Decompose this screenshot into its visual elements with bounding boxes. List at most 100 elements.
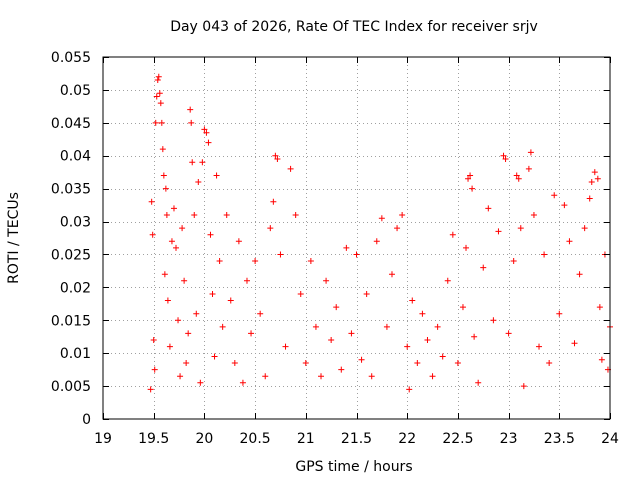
data-point	[333, 304, 340, 311]
data-point	[343, 244, 350, 251]
x-tick-label: 20	[195, 431, 213, 447]
data-point	[252, 258, 259, 265]
data-point	[586, 195, 593, 202]
data-point	[594, 175, 601, 182]
y-tick-labels: 0 0.005 0.01 0.015 0.02 0.025 0.03 0.035 0.04 0.0…	[51, 50, 91, 428]
data-point	[197, 379, 204, 386]
x-tick-label: 22	[398, 431, 416, 447]
x-tick-label: 21	[297, 431, 315, 447]
data-point	[505, 330, 512, 337]
data-point	[434, 323, 441, 330]
chart-title: Day 043 of 2026, Rate Of TEC Index for r…	[170, 19, 538, 35]
data-point	[262, 373, 269, 380]
data-point	[160, 172, 167, 179]
x-tick-label: 20.5	[240, 431, 271, 447]
data-point	[467, 172, 474, 179]
data-point	[156, 90, 163, 97]
y-tick-label: 0.04	[60, 149, 91, 165]
x-tick-label: 24	[601, 431, 619, 447]
data-point	[161, 271, 168, 278]
data-point	[235, 238, 242, 245]
data-point	[394, 225, 401, 232]
data-point	[267, 225, 274, 232]
y-axis-label: ROTI / TECUs	[6, 192, 22, 284]
data-point	[195, 179, 202, 186]
x-tick-label: 22.5	[442, 431, 473, 447]
grid-lines	[103, 57, 610, 419]
data-point	[328, 337, 335, 344]
data-point	[429, 373, 436, 380]
data-point	[168, 238, 175, 245]
data-point	[581, 225, 588, 232]
data-point	[404, 343, 411, 350]
data-point	[199, 159, 206, 166]
x-tick-label: 23	[500, 431, 518, 447]
data-point	[424, 337, 431, 344]
data-point	[207, 231, 214, 238]
data-point	[414, 360, 421, 367]
y-tick-label: 0.045	[51, 116, 91, 132]
data-point	[203, 129, 210, 136]
data-point	[439, 353, 446, 360]
data-point	[185, 330, 192, 337]
data-point	[588, 179, 595, 186]
data-point	[170, 205, 177, 212]
data-point	[157, 100, 164, 107]
data-point	[147, 386, 154, 393]
y-tick-label: 0.02	[60, 280, 91, 296]
data-point	[187, 106, 194, 113]
data-point	[556, 310, 563, 317]
data-point	[148, 198, 155, 205]
data-point	[459, 304, 466, 311]
data-point	[302, 360, 309, 367]
data-point	[348, 330, 355, 337]
data-point	[485, 205, 492, 212]
y-tick-label: 0.005	[51, 379, 91, 395]
data-point	[164, 297, 171, 304]
data-point	[248, 330, 255, 337]
x-tick-labels: 19 19.5 20 20.5 21 21.5 22 22.5 23 23.5 24	[94, 431, 619, 447]
data-point	[216, 258, 223, 265]
data-point	[363, 290, 370, 297]
data-point	[177, 373, 184, 380]
data-point	[502, 156, 509, 163]
data-point	[209, 290, 216, 297]
data-point	[353, 251, 360, 258]
data-point	[475, 379, 482, 386]
data-point	[454, 360, 461, 367]
data-point	[530, 211, 537, 218]
data-point	[175, 317, 182, 324]
data-point	[282, 343, 289, 350]
data-point	[471, 333, 478, 340]
data-point	[541, 251, 548, 258]
data-point	[239, 379, 246, 386]
data-point	[388, 271, 395, 278]
data-point	[520, 383, 527, 390]
data-point	[469, 185, 476, 192]
y-tick-label: 0.03	[60, 215, 91, 231]
data-point	[292, 211, 299, 218]
data-point	[576, 271, 583, 278]
data-point	[465, 175, 472, 182]
data-point	[566, 238, 573, 245]
data-point	[598, 356, 605, 363]
data-point	[163, 211, 170, 218]
y-tick-label: 0.055	[51, 50, 91, 66]
data-point	[536, 343, 543, 350]
data-point	[399, 211, 406, 218]
data-point	[419, 310, 426, 317]
data-point	[500, 152, 507, 159]
data-point	[338, 366, 345, 373]
data-point	[561, 202, 568, 209]
data-point	[213, 172, 220, 179]
data-point	[274, 156, 281, 163]
data-point	[162, 185, 169, 192]
data-point	[243, 277, 250, 284]
data-point	[159, 146, 166, 153]
data-point	[318, 373, 325, 380]
data-point	[205, 139, 212, 146]
data-point	[449, 231, 456, 238]
data-point	[591, 169, 598, 176]
y-tick-label: 0	[82, 412, 91, 428]
data-point	[515, 175, 522, 182]
